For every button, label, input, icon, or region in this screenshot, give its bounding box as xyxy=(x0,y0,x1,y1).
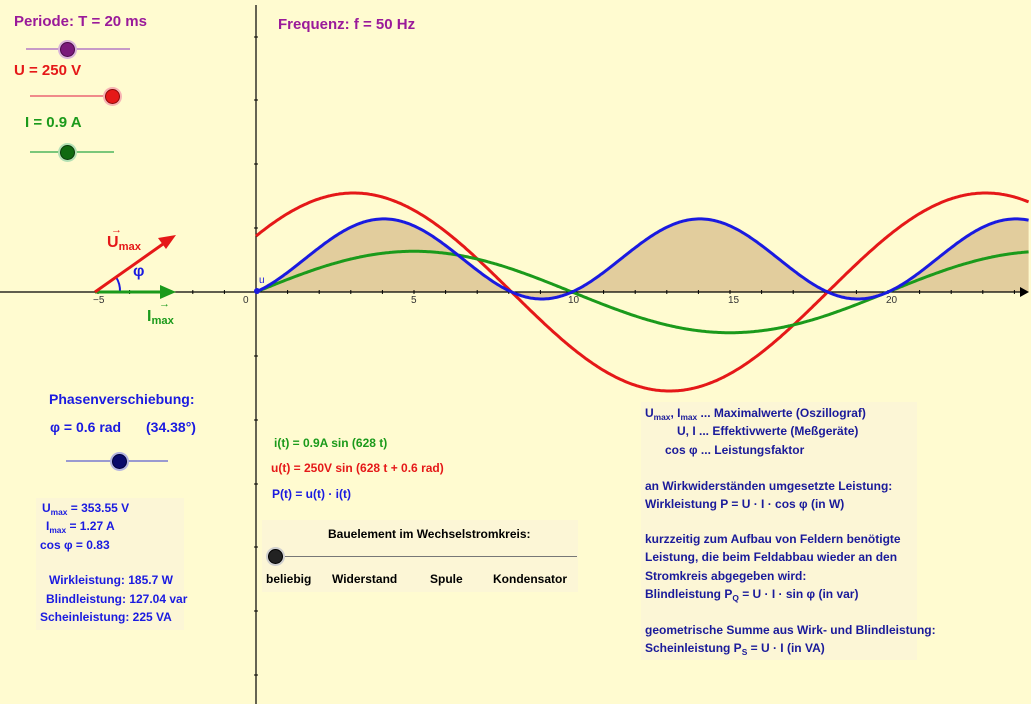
voltage-slider-track[interactable] xyxy=(30,95,110,97)
phase-slider-knob[interactable] xyxy=(112,454,127,469)
current-label: I = 0.9 A xyxy=(25,114,82,131)
phi-arc xyxy=(115,276,122,293)
component-title: Bauelement im Wechselstromkreis: xyxy=(328,527,531,541)
blindleistung-result: Blindleistung: 127.04 var xyxy=(46,592,188,606)
tick-label-minus5: −5 xyxy=(93,295,105,306)
current-formula: i(t) = 0.9A sin (628 t) xyxy=(274,436,388,450)
umax-phasor-head xyxy=(158,235,176,249)
origin-label: u xyxy=(259,275,265,286)
tick-label-15: 15 xyxy=(728,295,740,306)
power-curve xyxy=(255,217,1029,301)
legend-line-wirk-intro: an Wirkwiderständen umgesetzte Leistung: xyxy=(645,479,893,493)
legend-line-effektiv: U, I ... Effektivwerte (Meßgeräte) xyxy=(677,424,859,438)
component-option-widerstand[interactable]: Widerstand xyxy=(332,572,398,586)
cos-phi-result: cos φ = 0.83 xyxy=(40,538,110,552)
tick-label-20: 20 xyxy=(886,295,898,306)
umax-vector-arrow: → xyxy=(111,224,122,236)
power-area-fill xyxy=(256,218,1029,299)
legend-panel xyxy=(641,402,917,660)
voltage-curve xyxy=(255,191,1030,393)
tick-label-5: 5 xyxy=(411,295,417,306)
legend-line-wirk-formula: Wirkleistung P = U · I · cos φ (in W) xyxy=(645,497,845,511)
origin-point[interactable] xyxy=(254,288,260,294)
umax-phasor[interactable] xyxy=(94,242,164,294)
results-panel xyxy=(36,498,184,630)
component-option-beliebig[interactable]: beliebig xyxy=(266,572,312,586)
current-slider-knob[interactable] xyxy=(60,145,75,160)
phase-title: Phasenverschiebung: xyxy=(49,391,195,407)
component-option-kondensator[interactable]: Kondensator xyxy=(493,572,568,586)
component-option-spule[interactable]: Spule xyxy=(430,572,463,586)
period-slider-knob[interactable] xyxy=(60,42,75,57)
imax-phasor-label: Imax xyxy=(147,308,174,327)
imax-vector-arrow: → xyxy=(159,298,170,310)
voltage-slider-knob[interactable] xyxy=(105,89,120,104)
legend-line-blind-intro-3: Stromkreis abgegeben wird: xyxy=(645,569,807,583)
power-formula: P(t) = u(t) · i(t) xyxy=(272,487,351,501)
legend-line-maximal: Umax, Imax ... Maximalwerte (Oszillograf… xyxy=(645,406,866,422)
legend-line-leistungsfaktor: cos φ ... Leistungsfaktor xyxy=(665,443,805,457)
voltage-formula: u(t) = 250V sin (628 t + 0.6 rad) xyxy=(271,461,444,475)
period-slider-track[interactable] xyxy=(26,48,130,50)
phase-degrees: (34.38°) xyxy=(146,419,196,435)
period-label: Periode: T = 20 ms xyxy=(14,13,147,30)
imax-phasor-head xyxy=(160,285,176,299)
voltage-label: U = 250 V xyxy=(14,62,82,79)
legend-line-blind-intro-1: kurzzeitig zum Aufbau von Feldern benöti… xyxy=(645,532,901,546)
umax-result: Umax = 353.55 V xyxy=(42,501,130,517)
umax-phasor-label: Umax xyxy=(107,234,141,253)
wirkleistung-result: Wirkleistung: 185.7 W xyxy=(49,573,173,587)
legend-line-blind-formula: Blindleistung PQ = U · I · sin φ (in var… xyxy=(645,587,859,603)
legend-line-schein-formula: Scheinleistung PS = U · I (in VA) xyxy=(645,641,825,657)
imax-result: Imax = 1.27 A xyxy=(46,519,115,535)
x-axis-arrow xyxy=(1020,287,1029,297)
component-slider-knob[interactable] xyxy=(268,549,283,564)
tick-label-10: 10 xyxy=(568,295,580,306)
legend-line-schein-intro: geometrische Summe aus Wirk- und Blindle… xyxy=(645,623,936,637)
phi-label: φ xyxy=(133,263,145,280)
frequency-label: Frequenz: f = 50 Hz xyxy=(278,16,416,33)
phase-value: φ = 0.6 rad xyxy=(50,419,122,435)
tick-label-0: 0 xyxy=(243,295,249,306)
component-slider-track[interactable] xyxy=(275,556,577,557)
scheinleistung-result: Scheinleistung: 225 VA xyxy=(40,610,172,624)
legend-line-blind-intro-2: Leistung, die beim Feldabbau wieder an d… xyxy=(645,550,898,564)
